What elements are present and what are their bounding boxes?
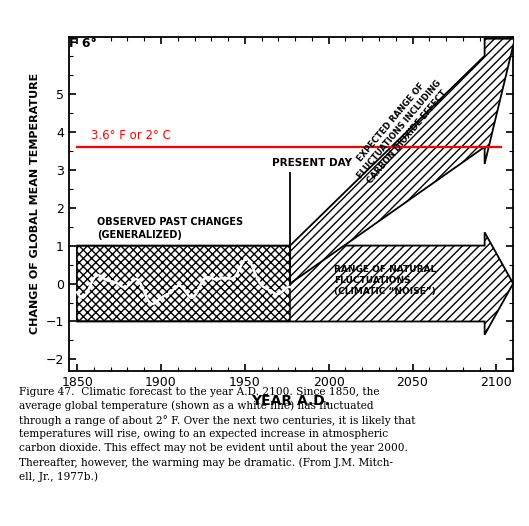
X-axis label: YEAR A.D.: YEAR A.D. [251, 394, 331, 408]
Text: F 6°: F 6° [69, 37, 97, 50]
Polygon shape [290, 39, 515, 284]
Polygon shape [77, 232, 513, 335]
Text: Figure 47.  Climatic forecast to the year A.D. 2100. Since 1850, the
average glo: Figure 47. Climatic forecast to the year… [19, 387, 415, 482]
Text: EXPECTED RANGE OF
FLUCTUATIONS INCLUDING
CARBON DIOXIDE EFFECT: EXPECTED RANGE OF FLUCTUATIONS INCLUDING… [347, 72, 451, 188]
Text: PRESENT DAY: PRESENT DAY [272, 158, 352, 168]
Text: 3.6° F or 2° C: 3.6° F or 2° C [90, 128, 170, 141]
Y-axis label: CHANGE OF GLOBAL MEAN TEMPERATURE: CHANGE OF GLOBAL MEAN TEMPERATURE [30, 73, 40, 335]
Text: OBSERVED PAST CHANGES
(GENERALIZED): OBSERVED PAST CHANGES (GENERALIZED) [97, 217, 243, 239]
Polygon shape [77, 246, 290, 321]
Text: RANGE OF NATURAL
FLUCTUATIONS
(CLIMATIC “NOISE”): RANGE OF NATURAL FLUCTUATIONS (CLIMATIC … [334, 265, 436, 296]
